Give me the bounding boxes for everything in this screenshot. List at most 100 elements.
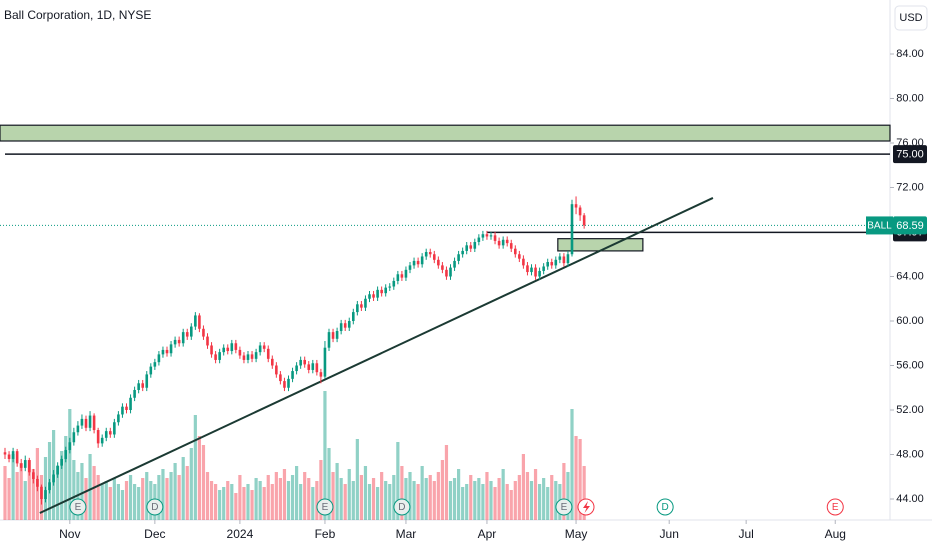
volume-bar bbox=[173, 463, 177, 520]
y-tick-label: 44.00 bbox=[896, 493, 924, 505]
volume-bar bbox=[181, 457, 185, 520]
volume-bar bbox=[205, 472, 210, 520]
split-event[interactable] bbox=[577, 498, 595, 516]
candle-body bbox=[3, 452, 7, 455]
volume-bar bbox=[355, 439, 359, 520]
candle-body bbox=[372, 294, 375, 298]
candle-body bbox=[32, 472, 35, 479]
volume-bar bbox=[157, 475, 161, 520]
event-label[interactable]: E bbox=[322, 502, 329, 513]
volume-bar bbox=[72, 460, 76, 520]
volume-bar bbox=[226, 481, 230, 520]
candle-body bbox=[210, 345, 213, 355]
volume-bar bbox=[100, 484, 104, 520]
event-label[interactable]: E bbox=[832, 502, 839, 513]
event-label[interactable]: E bbox=[561, 502, 568, 513]
volume-bar bbox=[254, 478, 258, 520]
level-label: 75.00 bbox=[896, 149, 924, 161]
event-icon[interactable] bbox=[316, 498, 334, 516]
candle-body bbox=[461, 250, 464, 255]
volume-bar bbox=[307, 478, 311, 520]
volume-bar bbox=[124, 481, 129, 520]
volume-bar bbox=[501, 469, 505, 520]
currency-button[interactable] bbox=[894, 5, 928, 31]
candle-body bbox=[566, 254, 570, 264]
event-icon[interactable] bbox=[69, 498, 87, 516]
candle-body bbox=[315, 363, 319, 373]
event-label[interactable]: E bbox=[75, 502, 82, 513]
y-tick-label: 80.00 bbox=[896, 92, 924, 104]
volume-bar bbox=[542, 478, 546, 520]
candle-body bbox=[88, 415, 92, 428]
candle-body bbox=[56, 465, 59, 475]
candle-body bbox=[469, 245, 473, 249]
candle-body bbox=[80, 418, 84, 426]
volume-bar bbox=[533, 469, 538, 520]
volume-bar bbox=[578, 439, 582, 520]
candle-body bbox=[23, 460, 27, 468]
x-tick-label: May bbox=[565, 527, 588, 541]
event-icon[interactable] bbox=[555, 498, 573, 516]
event-label[interactable]: D bbox=[398, 502, 405, 513]
candle-body bbox=[352, 312, 355, 321]
volume-bar bbox=[440, 460, 444, 520]
event-icon[interactable] bbox=[393, 498, 411, 516]
volume-bar bbox=[335, 463, 339, 520]
volume-bar bbox=[274, 472, 278, 520]
candle-body bbox=[299, 359, 302, 366]
volume-bar bbox=[521, 454, 525, 520]
volume-bar bbox=[424, 478, 428, 520]
event-icon[interactable] bbox=[146, 498, 164, 516]
candle-body bbox=[420, 256, 424, 265]
currency[interactable]: USD bbox=[899, 12, 922, 24]
volume-bar bbox=[209, 481, 214, 520]
volume-bar bbox=[481, 484, 485, 520]
x-tick-label: Feb bbox=[315, 527, 336, 541]
candle-body bbox=[360, 304, 363, 308]
candle-body bbox=[60, 458, 63, 466]
candle-body bbox=[48, 482, 51, 491]
candle-body bbox=[485, 234, 489, 237]
candle-body bbox=[505, 239, 509, 244]
candle-body bbox=[445, 269, 448, 277]
candle-body bbox=[404, 269, 408, 278]
volume-bar bbox=[416, 484, 420, 520]
event-label[interactable]: D bbox=[662, 502, 669, 513]
candle-body bbox=[11, 451, 15, 459]
volume-bar bbox=[27, 460, 31, 520]
volume-bar bbox=[197, 436, 201, 520]
y-tick-label: 56.00 bbox=[896, 359, 924, 371]
volume-bar bbox=[513, 481, 517, 520]
candle-body bbox=[449, 267, 452, 277]
volume-bar bbox=[566, 472, 570, 520]
candle-body bbox=[574, 204, 578, 208]
candle-body bbox=[477, 237, 481, 243]
candle-body bbox=[185, 332, 189, 337]
candle-body bbox=[501, 239, 505, 246]
x-tick-label: Nov bbox=[59, 527, 80, 541]
volume-bar bbox=[485, 472, 489, 520]
last-price-label: 68.59 bbox=[896, 220, 924, 232]
volume-bar bbox=[266, 475, 270, 520]
volume-bar bbox=[303, 472, 307, 520]
candle-body bbox=[222, 347, 225, 353]
candle-body bbox=[428, 252, 432, 255]
candle-body bbox=[433, 254, 436, 260]
event-icon[interactable] bbox=[826, 498, 844, 516]
candle-body bbox=[145, 374, 149, 388]
event-label[interactable]: D bbox=[151, 502, 158, 513]
candle-body bbox=[92, 415, 96, 431]
volume-bar bbox=[517, 475, 521, 520]
candle-body bbox=[129, 397, 132, 410]
candle-body bbox=[534, 267, 537, 277]
volume-bar bbox=[452, 478, 457, 520]
volume-bar bbox=[104, 481, 108, 520]
candle-body bbox=[181, 332, 185, 344]
candle-body bbox=[287, 378, 290, 388]
candle-body bbox=[15, 451, 19, 464]
event-icon[interactable] bbox=[656, 498, 674, 516]
x-tick-label: Apr bbox=[478, 527, 497, 541]
volume-bar bbox=[222, 487, 226, 520]
